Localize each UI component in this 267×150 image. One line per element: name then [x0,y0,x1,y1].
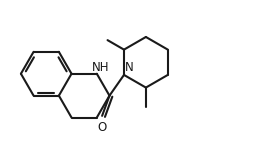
Text: O: O [97,121,107,134]
Text: N: N [125,61,134,74]
Text: NH: NH [92,61,109,74]
